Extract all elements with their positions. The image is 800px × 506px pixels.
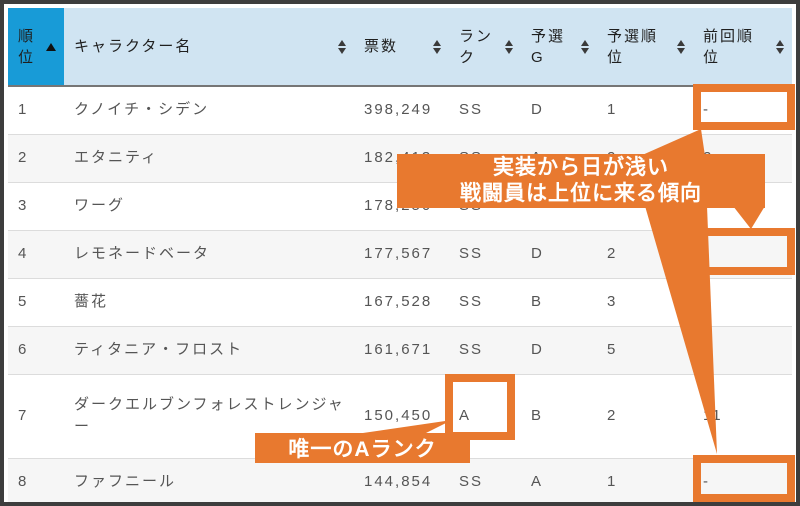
callout-new-units-trend-text: 実装から日が浅い 戦闘員は上位に来る傾向 [460, 156, 702, 205]
table-row: 8 ファフニール 144,854 SS A 1 - [8, 458, 792, 502]
cell-grade: SS [459, 245, 484, 262]
col-header-character-name-label: キャラクター名 [74, 38, 193, 55]
cell-character-name: ファフニール [74, 473, 177, 490]
cell-votes: 167,528 [364, 293, 433, 310]
cell-rank: 4 [18, 245, 29, 262]
cell-character-name: クノイチ・シデン [74, 101, 210, 119]
cell-prev-rank: 8 [703, 293, 714, 310]
sort-both-icon [338, 39, 346, 54]
cell-rank: 3 [18, 197, 29, 214]
cell-rank: 5 [18, 293, 29, 310]
cell-rank: 8 [18, 473, 29, 490]
cell-grade: SS [459, 341, 484, 358]
cell-character-name: ティタニア・フロスト [74, 341, 244, 358]
cell-prelim-group: B [531, 293, 544, 310]
col-header-rank[interactable]: 順 位 [8, 8, 64, 87]
cell-character-name: エタニティ [74, 149, 159, 166]
col-header-prelim-group[interactable]: 予選 G [521, 8, 597, 87]
highlight-box-row1-prev-rank [693, 84, 795, 130]
cell-character-name: ワーグ [74, 197, 126, 214]
table-row: 4 レモネードベータ 177,567 SS D 2 - [8, 230, 792, 278]
cell-prev-rank: - [703, 473, 710, 490]
sort-both-icon [581, 39, 589, 54]
col-header-prelim-group-label: 予選 G [531, 27, 566, 66]
cell-prelim-rank: 5 [607, 341, 618, 358]
sort-both-icon [677, 39, 685, 54]
header-row: 順 位 キャラクター名 票数 [8, 8, 792, 87]
cell-prelim-rank: 2 [607, 407, 618, 424]
col-header-prev-rank-label: 前回順 位 [703, 27, 755, 66]
col-header-prelim-rank-label: 予選順 位 [607, 27, 659, 66]
cell-prelim-group: A [531, 473, 544, 490]
highlight-box-a-rank-cell [445, 374, 515, 440]
cell-prelim-group: D [531, 101, 544, 119]
table-row: 5 薔花 167,528 SS B 3 8 [8, 278, 792, 326]
cell-character-name: レモネードベータ [74, 245, 211, 262]
cell-rank: 6 [18, 341, 29, 358]
col-header-grade[interactable]: ラン ク [449, 8, 521, 87]
cell-prelim-rank: 1 [607, 473, 618, 490]
cell-votes: 398,249 [364, 101, 433, 119]
ranking-table: 順 位 キャラクター名 票数 [8, 8, 792, 502]
col-header-votes[interactable]: 票数 [354, 8, 449, 87]
table-row: 6 ティタニア・フロスト 161,671 SS D 5 5 [8, 326, 792, 374]
cell-prelim-rank: 2 [607, 245, 618, 262]
sort-both-icon [505, 39, 513, 54]
table-row: 1 クノイチ・シデン 398,249 SS D 1 - [8, 86, 792, 134]
col-header-character-name[interactable]: キャラクター名 [64, 8, 354, 87]
callout-only-a-rank-text: 唯一のAランク [288, 438, 437, 461]
cell-rank: 7 [18, 407, 29, 424]
cell-character-name: ダークエルブンフォレストレンジャ ー [74, 396, 345, 435]
cell-votes: 161,671 [364, 341, 433, 358]
cell-prelim-rank: 1 [607, 101, 618, 119]
col-header-grade-label: ラン ク [459, 27, 494, 66]
cell-prelim-group: B [531, 407, 544, 424]
callout-new-units-trend: 実装から日が浅い 戦闘員は上位に来る傾向 [397, 154, 765, 208]
cell-grade: SS [459, 101, 484, 119]
cell-grade: A [459, 407, 472, 424]
cell-prelim-rank: 3 [607, 293, 618, 310]
cell-rank: 1 [18, 101, 29, 119]
cell-votes: 150,450 [364, 407, 433, 424]
col-header-prev-rank[interactable]: 前回順 位 [693, 8, 792, 87]
col-header-rank-label: 順 位 [18, 27, 36, 66]
cell-votes: 144,854 [364, 473, 433, 490]
sort-both-icon [776, 39, 784, 54]
highlight-box-row8-prev-rank [693, 455, 795, 502]
sort-both-icon [433, 39, 441, 54]
cell-prev-rank: 5 [703, 341, 714, 358]
highlight-box-row4-prev-rank [693, 228, 795, 275]
cell-grade: SS [459, 473, 484, 490]
cell-votes: 177,567 [364, 245, 433, 262]
cell-prelim-group: D [531, 341, 544, 358]
cell-prev-rank: - [703, 101, 710, 119]
col-header-votes-label: 票数 [364, 38, 399, 55]
cell-prelim-group: D [531, 245, 544, 262]
col-header-prelim-rank[interactable]: 予選順 位 [597, 8, 693, 87]
cell-character-name: 薔花 [74, 293, 109, 310]
callout-only-a-rank: 唯一のAランク [255, 433, 470, 463]
cell-rank: 2 [18, 149, 29, 166]
cell-grade: SS [459, 293, 484, 310]
cell-prev-rank: 11 [703, 407, 723, 424]
sort-ascending-icon [46, 42, 56, 51]
